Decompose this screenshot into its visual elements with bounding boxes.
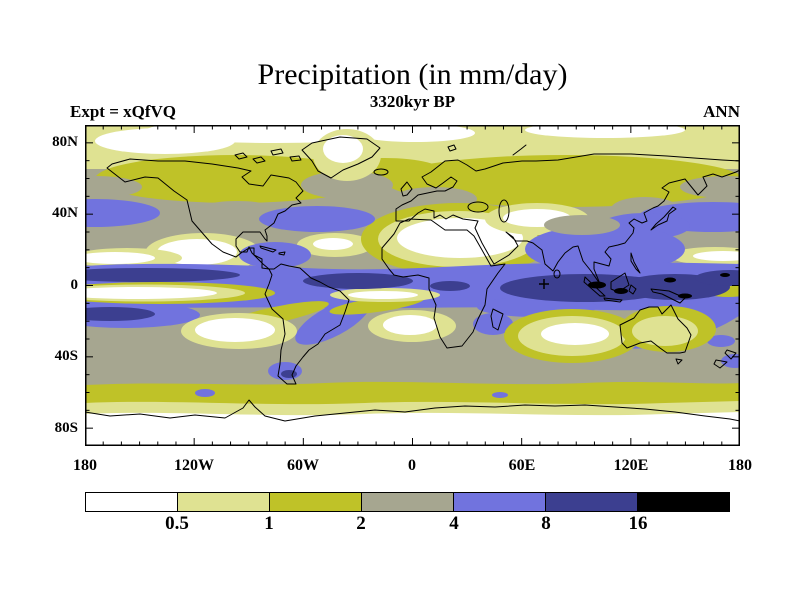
- colorbar-band-0p5-1: [177, 493, 269, 511]
- colorbar-band-lt-0p5: [86, 493, 177, 511]
- y-tick-label-40s: 40S: [54, 348, 78, 364]
- map-svg: [85, 125, 740, 446]
- season-label: ANN: [703, 102, 740, 121]
- y-tick-label-40n: 40N: [52, 205, 78, 221]
- x-tick-label-60w: 60W: [287, 457, 319, 474]
- colorbar-label-0p5: 0.5: [165, 513, 189, 534]
- colorbar-band-gt-16: [637, 493, 729, 511]
- contour-fills: [85, 125, 740, 446]
- colorbar-label-2: 2: [356, 513, 366, 534]
- x-tick-label-180w: 180: [73, 457, 97, 474]
- colorbar-band-2-4: [361, 493, 453, 511]
- x-tick-label-120e: 120E: [613, 457, 649, 474]
- map-frame: [85, 125, 740, 446]
- x-tick-label-120w: 120W: [174, 457, 214, 474]
- y-tick-label-eq: 0: [70, 277, 79, 293]
- x-tick-label-0: 0: [408, 457, 416, 474]
- precipitation-contour-map: [85, 125, 740, 446]
- x-tick-label-60e: 60E: [508, 457, 536, 474]
- colorbar-band-8-16: [545, 493, 637, 511]
- y-tick-label-80s: 80S: [54, 420, 78, 436]
- axis-ticks: [85, 125, 740, 446]
- x-tick-label-180e: 180: [728, 457, 752, 474]
- colorbar-label-1: 1: [264, 513, 274, 534]
- subtitle: 3320kyr BP: [369, 92, 456, 111]
- colorbar-band-1-2: [269, 493, 361, 511]
- coastlines: [85, 136, 740, 422]
- colorbar-band-4-8: [453, 493, 545, 511]
- colorbar-label-16: 16: [628, 513, 648, 534]
- colorbar-label-4: 4: [449, 513, 459, 534]
- colorbar-label-8: 8: [541, 513, 551, 534]
- page-title: Precipitation (in mm/day): [257, 58, 568, 91]
- y-tick-label-80n: 80N: [52, 134, 78, 150]
- experiment-label: Expt = xQfVQ: [70, 102, 177, 121]
- colorbar: [85, 492, 730, 512]
- site-marker: [539, 279, 549, 289]
